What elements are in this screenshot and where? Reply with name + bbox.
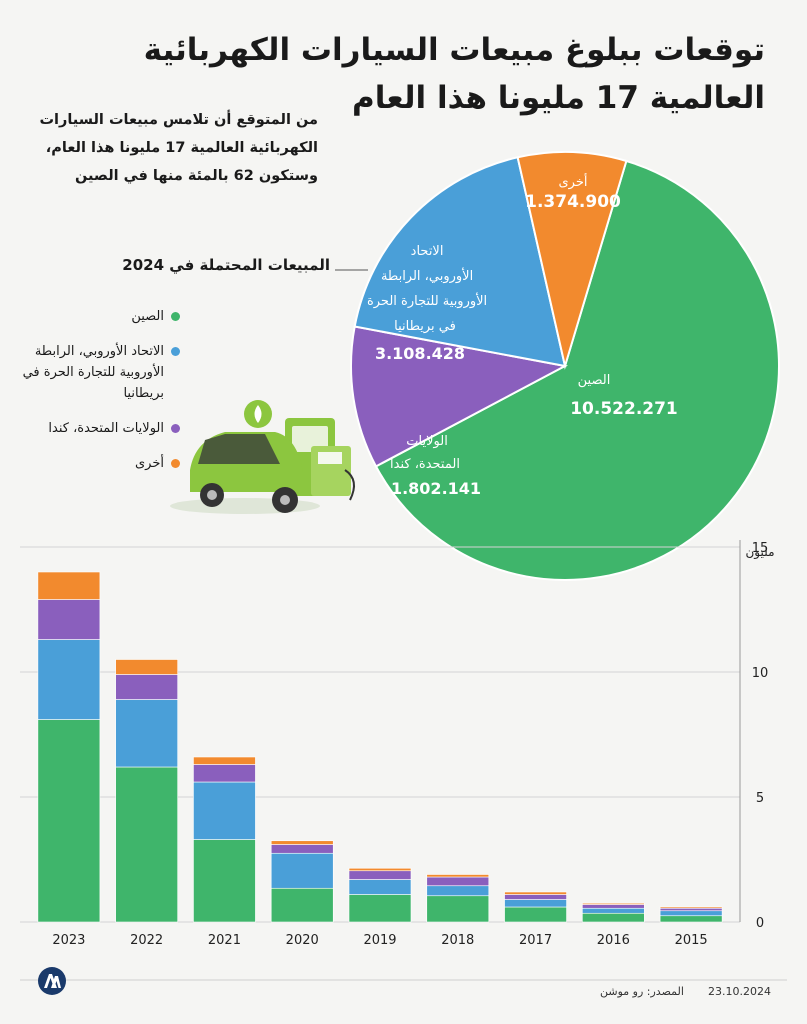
- bar-segment: [659, 906, 723, 909]
- pie-label-eu-line: في بريطانيا: [394, 319, 456, 334]
- legend-item-us-canada: الولايات المتحدة، كندا: [20, 418, 180, 439]
- x-tick-label: 2021: [208, 933, 241, 948]
- pie-chart: [350, 151, 780, 581]
- bar-segment: [270, 887, 334, 923]
- x-tick-label: 2020: [286, 933, 319, 948]
- bar-segment: [582, 912, 645, 923]
- bar-segment: [504, 894, 567, 900]
- pie-value-us-canada: 1.802.141: [391, 479, 481, 498]
- publish-date: 23.10.2024: [708, 985, 771, 998]
- pie-value-other: 1.374.900: [525, 192, 621, 212]
- bar-segment: [193, 781, 256, 840]
- pie-label-other: أخرى: [559, 173, 588, 190]
- bar-segment: [37, 639, 101, 720]
- bar-segment: [659, 910, 723, 917]
- bar-segment: [115, 659, 178, 675]
- pie-slice: [374, 159, 780, 581]
- aa-logo: [37, 966, 67, 1000]
- bar-segment: [348, 894, 412, 923]
- ev-charging-illustration: [170, 400, 355, 514]
- bar-segment: [193, 839, 256, 923]
- bar-chart: [37, 571, 723, 923]
- bar-segment: [426, 885, 490, 897]
- bar-segment: [504, 891, 567, 895]
- bar-segment: [193, 764, 256, 783]
- pie-value-eu: 3.108.428: [375, 344, 465, 363]
- legend-label: الاتحاد الأوروبي، الرابطة الأوروبية للتج…: [22, 344, 164, 401]
- page-title: توقعات ببلوغ مبيعات السيارات الكهربائية …: [143, 32, 765, 116]
- bar-segment: [582, 907, 645, 914]
- bar-segment: [348, 870, 412, 880]
- bar-segment: [115, 674, 178, 700]
- aa-logo-icon: [38, 967, 66, 995]
- legend-swatch: [171, 347, 180, 356]
- bar-segment: [270, 844, 334, 854]
- pie-label-us-line: المتحدة، كندا: [390, 457, 460, 472]
- y-tick-label: 5: [756, 791, 764, 806]
- legend-label: الصين: [131, 309, 164, 324]
- pie-label-eu: الاتحاد الأوروبي، الرابطة الأوروبية للتج…: [363, 244, 487, 334]
- x-tick-label: 2023: [52, 933, 85, 948]
- bar-segment: [426, 874, 490, 878]
- bar-segment: [115, 699, 178, 768]
- pie-label-eu-line: الأوروبي، الرابطة: [381, 267, 473, 284]
- bar-segment: [37, 599, 101, 640]
- pie-label-us-line: الولايات: [406, 434, 448, 449]
- bar-segment: [37, 719, 101, 923]
- legend-item-china: الصين: [20, 306, 180, 327]
- pie-slice: [350, 325, 568, 468]
- legend-swatch: [171, 424, 180, 433]
- legend-label: الولايات المتحدة، كندا: [48, 421, 164, 436]
- x-tick-label: 2019: [363, 933, 396, 948]
- x-tick-label: 2022: [130, 933, 163, 948]
- bar-segment: [348, 867, 412, 872]
- pie-slice: [516, 151, 628, 370]
- bar-axes: 0 5 10 15 2023 2022 2021 2020 2019 2018 2017 2016 20…: [52, 540, 768, 948]
- bar-segment: [659, 907, 723, 912]
- bar-segment: [270, 840, 334, 845]
- pie-label-eu-line: الاتحاد: [411, 244, 444, 259]
- bar-segment: [659, 915, 723, 923]
- legend: الصين الاتحاد الأوروبي، الرابطة الأوروبي…: [20, 306, 180, 488]
- x-tick-label: 2016: [597, 933, 630, 948]
- x-tick-label: 2018: [441, 933, 474, 948]
- pie-labels: الصين 10.522.271 أخرى 1.374.900 3.108.42…: [363, 173, 678, 498]
- bar-segment: [582, 904, 645, 909]
- bar-segment: [37, 571, 101, 600]
- subtitle: من المتوقع أن تلامس مبيعات السيارات الكه…: [39, 112, 318, 184]
- bar-segment: [115, 766, 178, 923]
- bar-segment: [426, 876, 490, 887]
- legend-swatch: [171, 459, 180, 468]
- legend-label: أخرى: [135, 456, 164, 471]
- bar-segment: [193, 756, 256, 765]
- legend-item-eu: الاتحاد الأوروبي، الرابطة الأوروبية للتج…: [20, 341, 180, 404]
- pie-label-us-canada: الولايات المتحدة، كندا: [390, 434, 460, 472]
- y-axis-unit: مليون: [745, 545, 774, 560]
- source-credit: المصدر: رو موشن: [600, 985, 684, 998]
- pie-chart-label: المبيعات المحتملة في 2024: [122, 256, 330, 274]
- legend-swatch: [171, 312, 180, 321]
- pie-value-china: 10.522.271: [570, 399, 678, 419]
- bar-segment: [426, 895, 490, 923]
- pie-slice: [353, 156, 567, 368]
- x-tick-label: 2015: [675, 933, 708, 948]
- bar-segment: [504, 899, 567, 908]
- legend-item-other: أخرى: [20, 453, 180, 474]
- pie-label-china: الصين: [578, 373, 611, 388]
- x-tick-label: 2017: [519, 933, 552, 948]
- bar-segment: [270, 852, 334, 889]
- bar-segment: [582, 902, 645, 905]
- bar-segment: [504, 906, 567, 923]
- y-tick-label: 10: [752, 666, 769, 681]
- y-tick-label: 15: [752, 541, 769, 556]
- bar-segment: [348, 879, 412, 895]
- pie-label-eu-line: الأوروبية للتجارة الحرة: [367, 292, 487, 309]
- y-tick-label: 0: [756, 916, 764, 931]
